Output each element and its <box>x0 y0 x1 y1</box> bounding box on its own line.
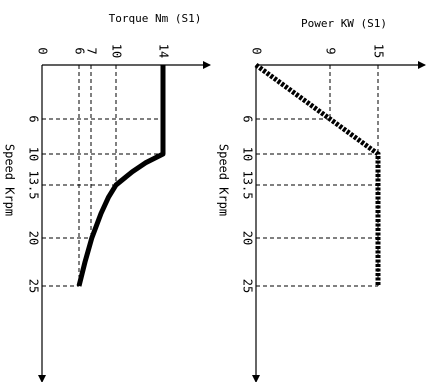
torque-value-ticks: 0 67 10 14 <box>36 44 171 58</box>
power-panel: Power KW (S1) 0 9 15 6 10 13.5 20 25 Speed Krp… <box>217 17 426 382</box>
torque-value-tick-0: 0 <box>36 47 50 54</box>
power-value-tick-2: 15 <box>372 44 386 58</box>
power-title: Power KW (S1) <box>301 17 387 30</box>
torque-speed-tick-3: 20 <box>27 231 41 245</box>
power-series-line <box>254 62 381 286</box>
power-gridlines <box>256 65 379 287</box>
torque-speed-tick-0: 6 <box>27 115 41 122</box>
torque-gridlines <box>42 65 164 287</box>
torque-series-line <box>76 65 166 287</box>
torque-speed-axis-label: Speed Krpm <box>3 144 17 216</box>
power-speed-tick-3: 20 <box>241 231 255 245</box>
power-value-tick-0: 0 <box>250 47 264 54</box>
power-speed-tick-1: 10 <box>241 147 255 161</box>
torque-value-tick-4: 14 <box>157 44 171 58</box>
torque-speed-tick-1: 10 <box>27 147 41 161</box>
power-value-ticks: 0 9 15 <box>250 44 386 58</box>
torque-speed-tick-4: 25 <box>27 279 41 293</box>
torque-value-tick-2: 7 <box>85 47 99 54</box>
power-value-tick-1: 9 <box>324 47 338 54</box>
power-speed-axis-label: Speed Krpm <box>217 144 231 216</box>
power-speed-tick-4: 25 <box>241 279 255 293</box>
power-speed-tick-0: 6 <box>241 115 255 122</box>
power-speed-tick-2: 13.5 <box>241 171 255 200</box>
torque-title: Torque Nm (S1) <box>109 12 202 25</box>
power-speed-ticks: 6 10 13.5 20 25 <box>241 115 255 293</box>
torque-value-tick-3: 10 <box>110 44 124 58</box>
torque-value-tick-1: 6 <box>73 47 87 54</box>
torque-speed-ticks: 6 10 13.5 20 25 <box>27 115 41 293</box>
torque-speed-tick-2: 13.5 <box>27 171 41 200</box>
